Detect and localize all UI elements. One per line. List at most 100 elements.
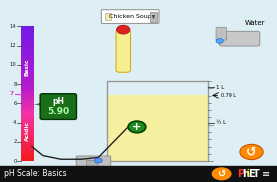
Bar (21, 147, 34, 148)
Bar (21, 99, 34, 100)
Text: ↺: ↺ (217, 169, 226, 179)
Bar (21, 139, 34, 140)
Bar (21, 70, 34, 71)
Circle shape (117, 25, 130, 34)
Bar (21, 103, 34, 104)
FancyBboxPatch shape (101, 10, 159, 23)
Bar (21, 118, 34, 119)
Bar (21, 138, 34, 139)
Bar (21, 97, 34, 98)
Bar (21, 31, 34, 32)
Bar (21, 32, 34, 33)
Circle shape (212, 167, 232, 180)
Bar (21, 94, 34, 95)
Bar (21, 115, 34, 116)
Bar (21, 59, 34, 60)
Bar (21, 67, 34, 68)
Bar (21, 50, 34, 51)
Text: 10: 10 (10, 62, 17, 67)
Bar (21, 27, 34, 28)
Bar (21, 150, 34, 151)
Bar (21, 124, 34, 125)
Circle shape (216, 39, 223, 43)
Bar (21, 128, 34, 129)
Bar (21, 153, 34, 154)
Bar (21, 126, 34, 127)
Bar (21, 141, 34, 142)
Bar (21, 89, 34, 90)
Bar (21, 108, 34, 109)
Bar (21, 132, 34, 133)
Bar (21, 40, 34, 41)
Bar (21, 92, 34, 93)
Bar (21, 94, 34, 95)
Text: Chicken Soup: Chicken Soup (109, 14, 152, 19)
Bar (107, 95, 208, 161)
Bar (21, 82, 34, 83)
Bar (21, 41, 34, 42)
Bar (21, 154, 34, 155)
Bar (21, 43, 34, 44)
Bar (21, 70, 34, 71)
Bar (21, 96, 34, 97)
Bar (21, 58, 34, 59)
Bar (21, 133, 34, 134)
Bar (21, 38, 34, 39)
Bar (21, 137, 34, 138)
Text: P: P (237, 169, 244, 179)
Bar (21, 43, 34, 44)
Bar (21, 26, 34, 27)
Bar (21, 117, 34, 118)
Bar (21, 141, 34, 142)
Bar (21, 69, 34, 70)
Bar (21, 144, 34, 145)
Bar (21, 76, 34, 77)
Text: 12: 12 (10, 43, 17, 48)
Bar (21, 137, 34, 138)
Bar (21, 157, 34, 158)
Text: 0: 0 (13, 159, 17, 164)
Bar (21, 112, 34, 113)
Bar (21, 149, 34, 150)
Bar (21, 160, 34, 161)
Bar (21, 71, 34, 72)
Bar (21, 83, 34, 84)
Bar (21, 88, 34, 89)
Text: i: i (246, 169, 248, 178)
Bar (21, 97, 34, 98)
Bar (21, 36, 34, 37)
Bar (21, 138, 34, 139)
Bar (21, 145, 34, 146)
Bar (21, 106, 34, 107)
Text: 8: 8 (13, 82, 17, 87)
Bar (21, 115, 34, 116)
Bar (21, 80, 34, 81)
Bar (21, 66, 34, 67)
Bar (21, 152, 34, 153)
Bar (21, 88, 34, 89)
Bar (21, 121, 34, 122)
Bar (21, 136, 34, 137)
Bar (21, 85, 34, 86)
Bar (21, 101, 34, 102)
Bar (21, 76, 34, 77)
Bar (21, 147, 34, 148)
Bar (21, 67, 34, 68)
Text: T: T (253, 169, 259, 179)
Text: 7: 7 (10, 91, 14, 96)
Bar (21, 47, 34, 48)
Bar (21, 105, 34, 106)
Text: Basic: Basic (25, 58, 30, 76)
Bar (107, 81, 208, 161)
Bar (21, 73, 34, 74)
Bar (105, 13, 111, 20)
Bar (21, 135, 34, 136)
Bar (21, 110, 34, 111)
Bar (21, 96, 34, 97)
Bar (21, 95, 34, 96)
Bar (21, 125, 34, 126)
Text: 5.90: 5.90 (47, 107, 69, 116)
Bar (21, 91, 34, 92)
Bar (21, 35, 34, 36)
Bar (21, 149, 34, 150)
